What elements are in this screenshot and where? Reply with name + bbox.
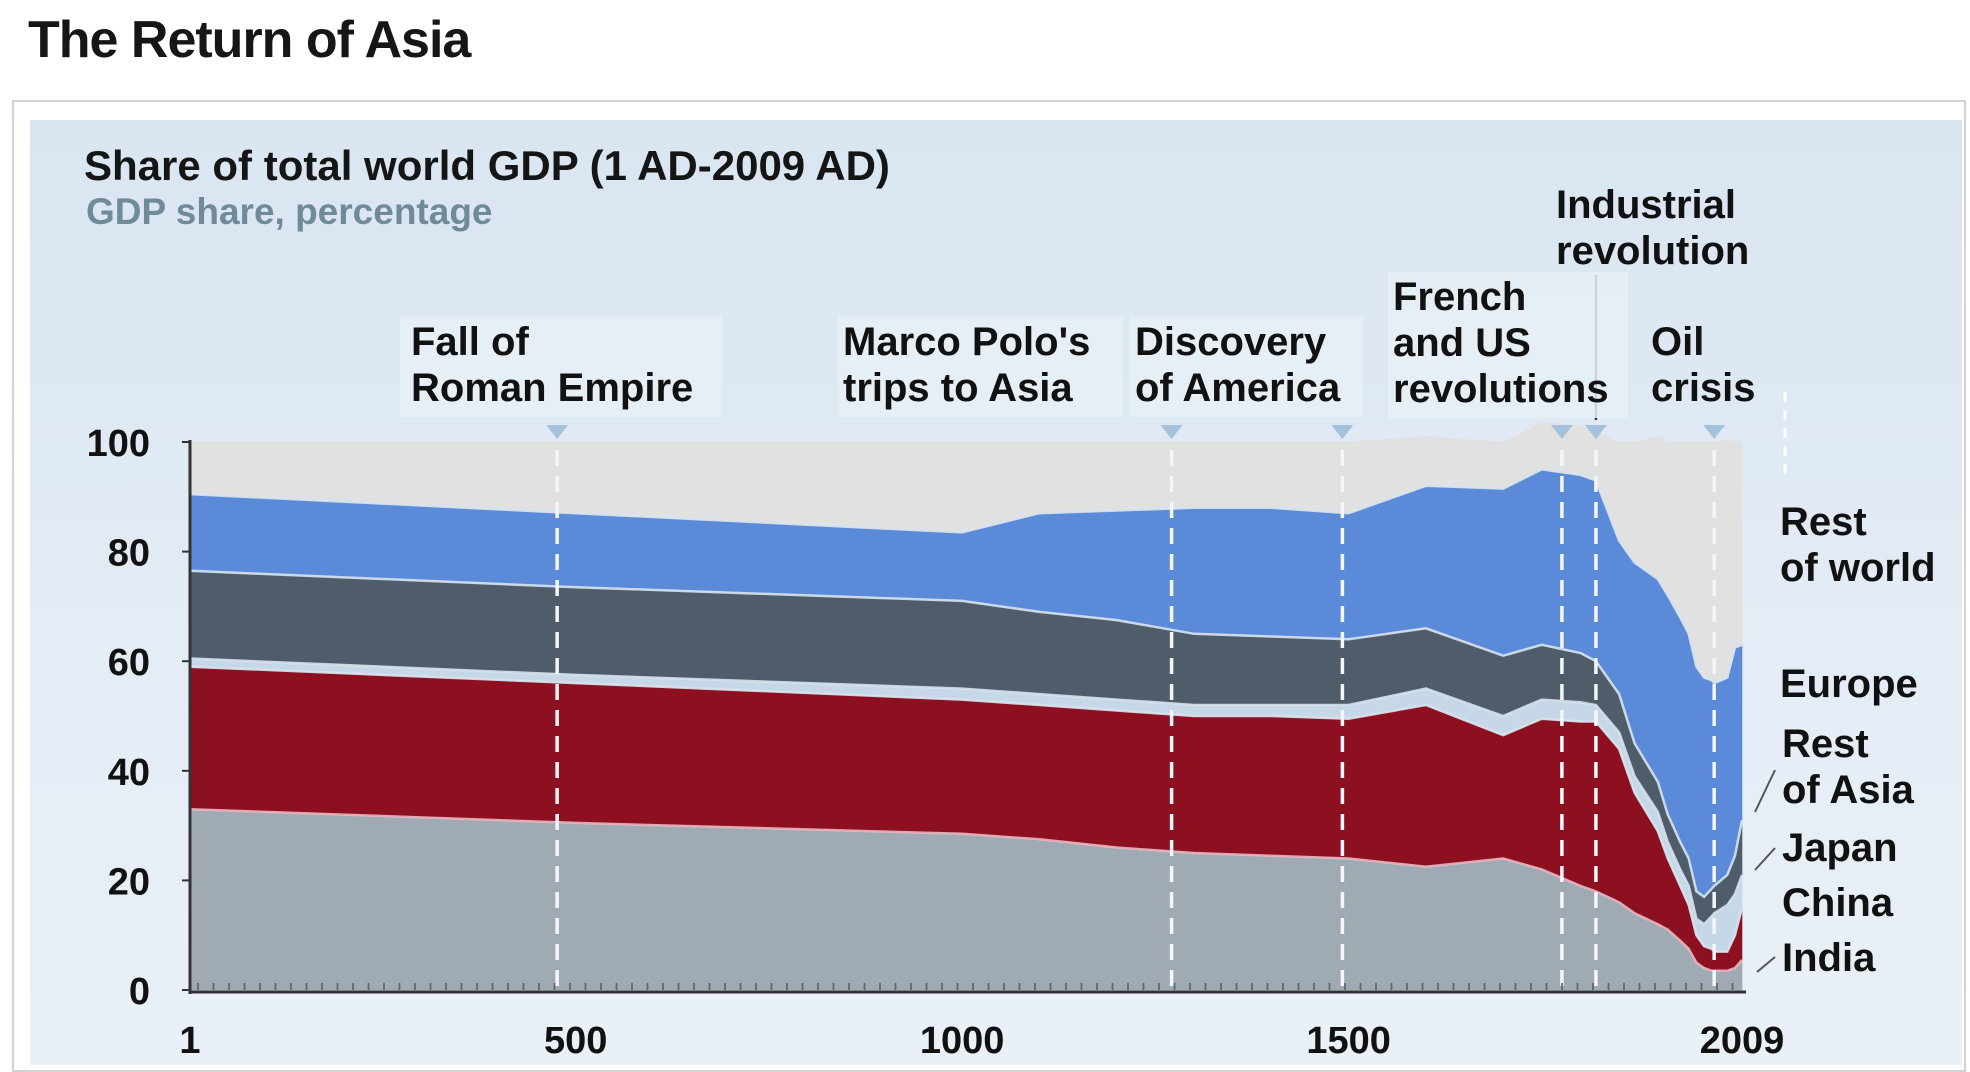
y-tick-label: 100 [87,423,150,465]
event-label-background [400,317,722,417]
series-label-china: China [1782,881,1894,925]
event-label-french-and-us-revolutions: and US [1393,321,1531,365]
event-label-marco-polo-s-trips-to-asia: Marco Polo's [843,320,1090,364]
event-label-background [838,317,1123,417]
event-label-oil-crisis: Oil [1651,320,1704,364]
y-tick-label: 0 [129,971,150,1013]
series-label-europe: Europe [1780,662,1918,706]
event-label-industrial-revolution: Industrial [1556,183,1736,227]
series-boundary-line [189,468,1743,685]
x-tick-label: 1 [179,1020,200,1062]
y-tick-label: 60 [108,642,150,684]
x-tick-label: 1500 [1306,1020,1391,1062]
series-label-rest-of-world: Rest [1780,500,1867,544]
label-leader-line [1754,847,1776,871]
series-label-india: India [1782,936,1876,980]
series-boundary-line [189,807,1743,973]
series-label-japan: Japan [1782,826,1898,870]
label-leader-line [1756,956,1776,973]
page-title: The Return of Asia [28,11,471,69]
event-label-oil-crisis: crisis [1651,366,1756,410]
label-leader-line [1754,769,1776,813]
x-tick-label: 500 [544,1020,607,1062]
event-label-industrial-revolution: revolution [1556,229,1749,273]
event-marker-triangle [1160,425,1183,439]
plot-area [189,422,1744,991]
event-marker-triangle [1550,425,1573,439]
chart-subtitle: GDP share, percentage [86,191,493,232]
x-tick-label: 1000 [920,1020,1005,1062]
event-marker-triangle [1584,425,1607,439]
event-marker-triangle [1331,425,1354,439]
series-label-rest-of-asia: of Asia [1782,768,1915,812]
event-label-french-and-us-revolutions: revolutions [1393,367,1609,411]
x-tick-label: 2009 [1700,1020,1785,1062]
event-label-marco-polo-s-trips-to-asia: trips to Asia [843,366,1073,410]
series-boundary-line [189,657,1744,926]
y-tick-label: 20 [108,861,150,903]
series-label-rest-of-world: of world [1780,546,1936,590]
event-label-fall-of-roman-empire: Fall of [411,320,529,364]
y-tick-label: 40 [108,752,150,794]
event-label-french-and-us-revolutions: French [1393,275,1526,319]
event-marker-triangle [1703,425,1726,439]
event-label-discovery-of-america: of America [1135,366,1341,410]
chart-title: Share of total world GDP (1 AD-2009 AD) [84,142,890,189]
series-boundary-line [189,569,1744,899]
series-boundary-line [189,665,1744,953]
event-label-background [1388,272,1628,418]
series-label-rest-of-asia: Rest [1782,722,1869,766]
event-label-background [1130,317,1363,417]
event-markers [546,275,1787,990]
event-label-fall-of-roman-empire: Roman Empire [411,366,693,410]
event-label-discovery-of-america: Discovery [1135,320,1327,364]
event-marker-triangle [546,425,569,439]
y-tick-label: 80 [108,533,150,575]
